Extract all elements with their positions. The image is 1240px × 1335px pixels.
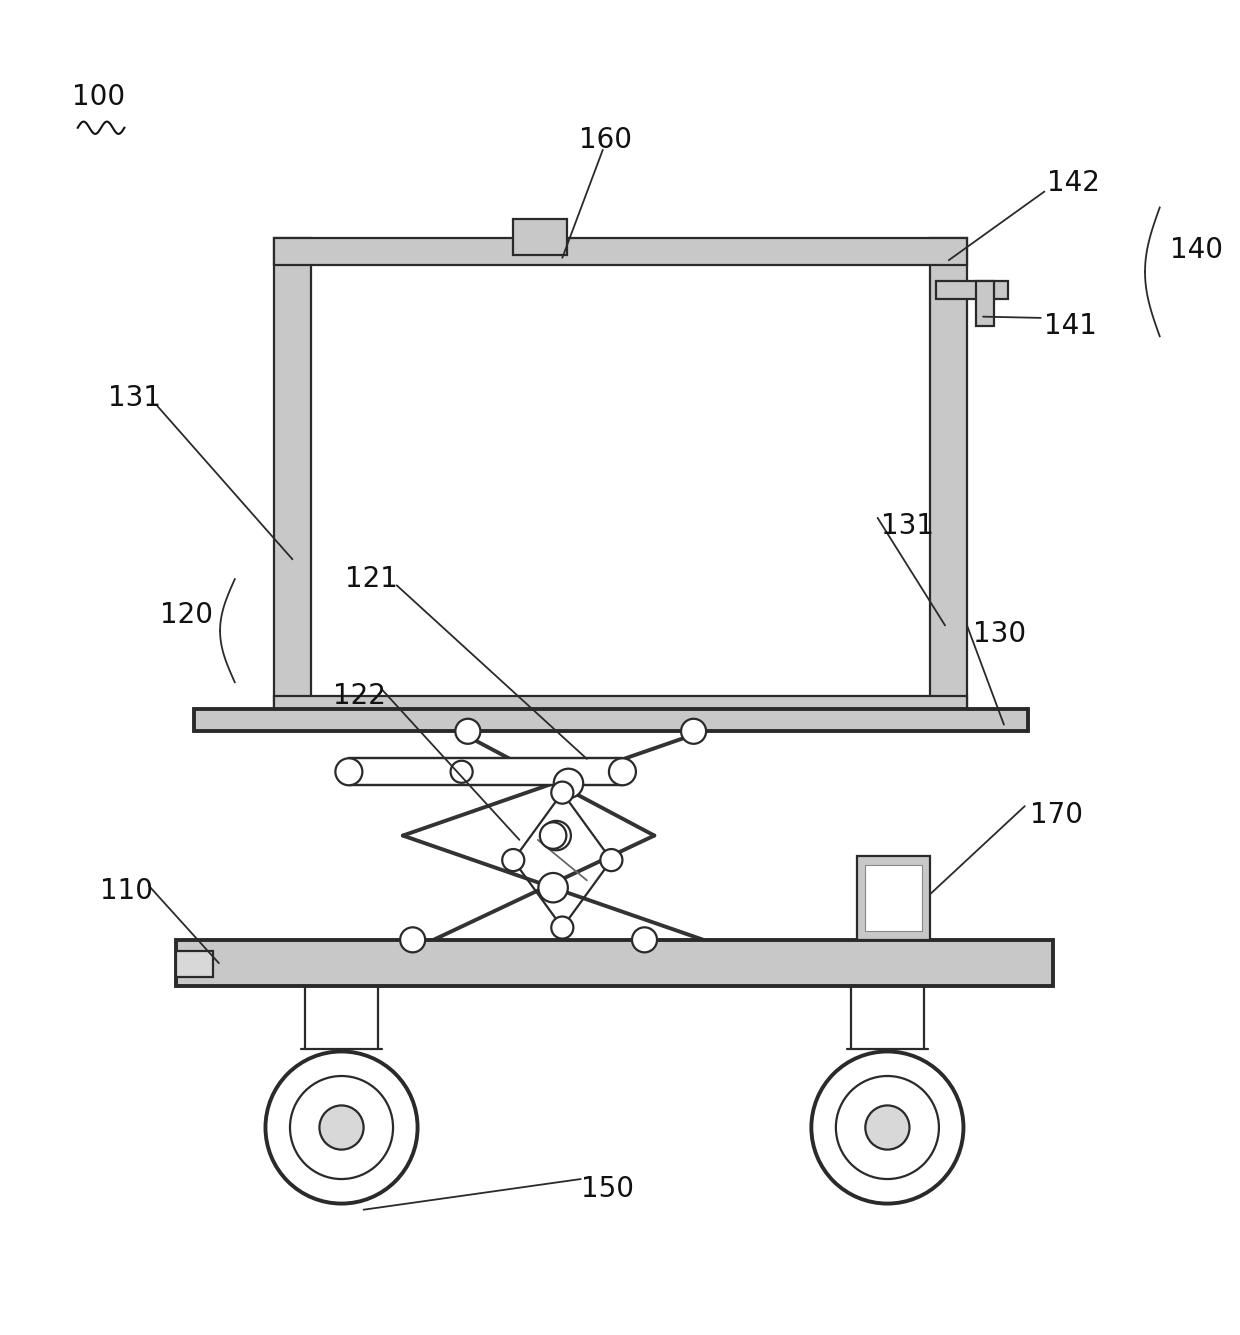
Text: 120: 120 [160,601,213,629]
Circle shape [290,1076,393,1179]
Circle shape [265,1052,418,1204]
Bar [274,238,311,710]
Circle shape [554,769,583,798]
Circle shape [335,758,362,785]
Text: 142: 142 [1047,170,1100,198]
Text: 140: 140 [1169,236,1223,264]
Text: 150: 150 [582,1175,634,1203]
Circle shape [681,718,706,744]
Bar [976,282,994,327]
Circle shape [502,849,525,872]
Circle shape [552,781,573,804]
Bar [936,282,1008,299]
Circle shape [401,928,425,952]
Circle shape [450,761,472,782]
Text: 141: 141 [1044,312,1097,340]
Circle shape [539,822,567,849]
Text: 130: 130 [973,621,1027,649]
Bar [857,857,930,940]
Bar [348,758,622,785]
Bar [866,865,921,932]
Bar [195,709,1028,732]
Circle shape [600,849,622,872]
Text: 100: 100 [72,83,125,111]
Text: 121: 121 [345,565,398,593]
Bar [274,238,967,266]
Circle shape [542,821,570,850]
Circle shape [866,1105,909,1149]
Text: 170: 170 [1029,801,1083,829]
Bar [274,238,967,710]
Circle shape [836,1076,939,1179]
Bar [176,952,213,977]
Circle shape [552,917,573,939]
Circle shape [632,928,657,952]
Text: 131: 131 [108,383,161,411]
Circle shape [538,873,568,902]
Circle shape [320,1105,363,1149]
Text: 131: 131 [882,513,934,541]
Bar [311,266,930,696]
Circle shape [455,718,480,744]
Text: 160: 160 [579,125,631,154]
Bar [930,238,967,710]
Text: 110: 110 [100,877,153,905]
Circle shape [609,758,636,785]
Text: 122: 122 [332,682,386,710]
Bar [274,696,967,710]
Circle shape [811,1052,963,1204]
Bar [513,219,567,255]
Bar [176,940,1053,987]
